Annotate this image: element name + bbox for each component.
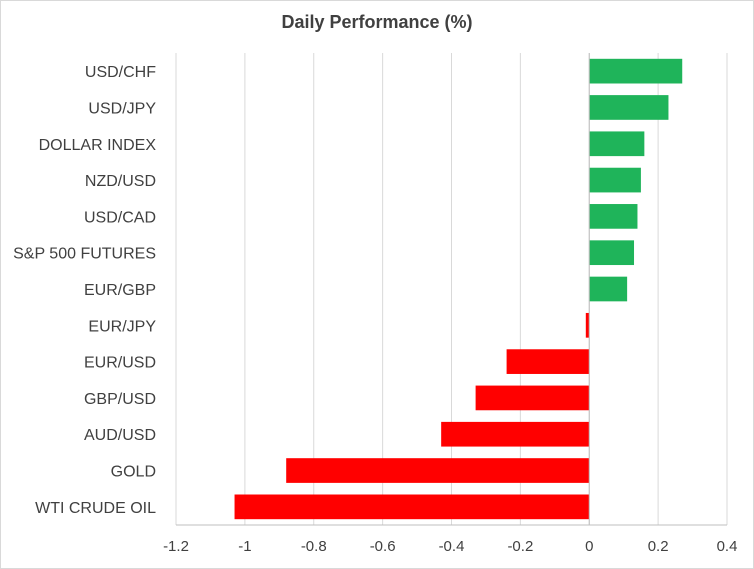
bar: [441, 421, 590, 447]
bar: [589, 58, 683, 84]
category-label: USD/CAD: [84, 209, 156, 226]
category-label: GBP/USD: [84, 391, 156, 408]
bar: [589, 240, 635, 266]
x-tick-label: 0.2: [648, 538, 669, 555]
x-tick-label: -0.4: [439, 538, 465, 555]
bar: [589, 131, 645, 157]
bar: [234, 494, 590, 520]
x-tick-label: -1.2: [163, 538, 189, 555]
bar: [286, 458, 590, 483]
bar: [589, 95, 669, 120]
category-label: NZD/USD: [85, 173, 156, 190]
bar: [589, 276, 628, 302]
bar: [506, 349, 590, 374]
x-tick-label: -0.8: [301, 538, 327, 555]
category-label: GOLD: [111, 464, 156, 481]
category-label: AUD/USD: [84, 427, 156, 444]
bar: [589, 204, 638, 229]
category-label: WTI CRUDE OIL: [35, 500, 156, 517]
category-label: EUR/USD: [84, 355, 156, 372]
x-tick-label: -1: [238, 538, 251, 555]
chart-title: Daily Performance (%): [281, 12, 473, 32]
category-label: EUR/JPY: [88, 318, 156, 335]
x-tick-label: -0.2: [507, 538, 533, 555]
category-label: DOLLAR INDEX: [39, 137, 157, 154]
category-label: S&P 500 FUTURES: [13, 246, 156, 263]
category-label: USD/CHF: [85, 64, 156, 81]
category-label: USD/JPY: [88, 100, 156, 117]
x-tick-label: -0.6: [370, 538, 396, 555]
category-label: EUR/GBP: [84, 282, 156, 299]
bar: [585, 312, 590, 338]
x-tick-label: 0.4: [717, 538, 738, 555]
bar: [475, 385, 590, 411]
x-tick-label: 0: [585, 538, 593, 555]
bar: [589, 167, 641, 193]
